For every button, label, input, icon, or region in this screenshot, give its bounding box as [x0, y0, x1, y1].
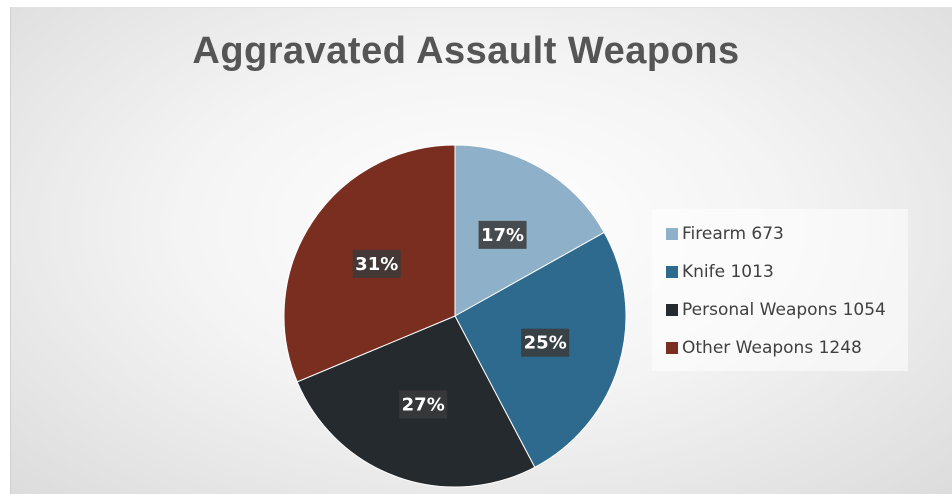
- pie-data-labels: 17% 25% 27% 31%: [352, 220, 570, 419]
- legend-label-other-weapons: Other Weapons 1248: [682, 338, 862, 358]
- data-label-firearm: 17%: [478, 220, 527, 249]
- data-label-text: 27%: [402, 395, 445, 416]
- data-label-box: [399, 390, 448, 419]
- pie-slices: [283, 144, 627, 488]
- legend: Firearm 673 Knife 1013 Personal Weapons …: [652, 209, 908, 371]
- legend-item-knife: Knife 1013: [652, 253, 908, 291]
- data-label-box: [352, 249, 401, 278]
- data-label-other-weapons: 31%: [352, 249, 401, 278]
- legend-item-other-weapons: Other Weapons 1248: [652, 329, 908, 367]
- legend-label-personal-weapons: Personal Weapons 1054: [682, 300, 886, 320]
- data-label-personal-weapons: 27%: [399, 390, 448, 419]
- legend-item-personal-weapons: Personal Weapons 1054: [652, 291, 908, 329]
- data-label-box: [521, 328, 570, 357]
- legend-label-firearm: Firearm 673: [682, 224, 784, 244]
- data-label-text: 31%: [355, 254, 398, 275]
- legend-swatch-knife: [666, 266, 678, 278]
- data-label-text: 17%: [481, 225, 524, 246]
- data-label-knife: 25%: [521, 328, 570, 357]
- legend-swatch-other-weapons: [666, 342, 678, 354]
- legend-swatch-personal-weapons: [666, 304, 678, 316]
- legend-swatch-firearm: [666, 228, 678, 240]
- legend-label-knife: Knife 1013: [682, 262, 774, 282]
- legend-item-firearm: Firearm 673: [652, 215, 908, 253]
- pie-slice-firearm: [454, 144, 605, 317]
- chart-title: Aggravated Assault Weapons: [192, 30, 740, 72]
- data-label-box: [478, 220, 527, 249]
- data-label-text: 25%: [524, 333, 567, 354]
